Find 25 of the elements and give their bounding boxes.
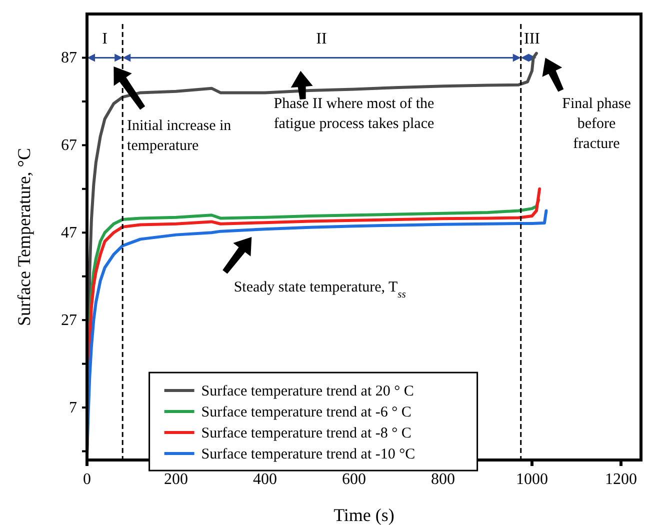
annotation: Phase II where most of the fatigue process takes place	[274, 96, 435, 132]
x-tick-label: 800	[430, 471, 455, 488]
y-tick-label: 47	[61, 224, 77, 242]
legend-label: Surface temperature trend at -10 °C	[201, 446, 416, 463]
annotation: Initial increase in temperature	[127, 118, 232, 154]
x-tick-label: 200	[164, 471, 188, 488]
annotation: II	[316, 30, 327, 48]
y-tick-label: 7	[69, 400, 77, 417]
x-tick-label: 400	[252, 471, 277, 488]
legend-label: Surface temperature trend at -8 ° C	[201, 426, 412, 442]
annotation: Final phase before fracture	[562, 96, 632, 152]
annotation: I	[102, 30, 108, 48]
x-tick-label: 1000	[516, 471, 548, 488]
legend-label: Surface temperature trend at -6 ° C	[201, 404, 412, 421]
x-axis-title: Time (s)	[334, 505, 394, 525]
y-tick-label: 67	[61, 137, 77, 154]
y-tick-label: 87	[61, 50, 77, 67]
legend-label: Surface temperature trend at 20 ° C	[201, 384, 414, 400]
x-tick-label: 0	[83, 471, 91, 488]
annotation: Steady state temperature, T$_{ss}$	[234, 280, 406, 300]
y-tick-label: 27	[61, 312, 77, 330]
x-tick-label: 1200	[604, 471, 637, 488]
annotation: III	[524, 30, 540, 48]
x-tick-label: 600	[342, 471, 366, 488]
y-axis-title: Surface Temperature, °C	[14, 148, 34, 326]
